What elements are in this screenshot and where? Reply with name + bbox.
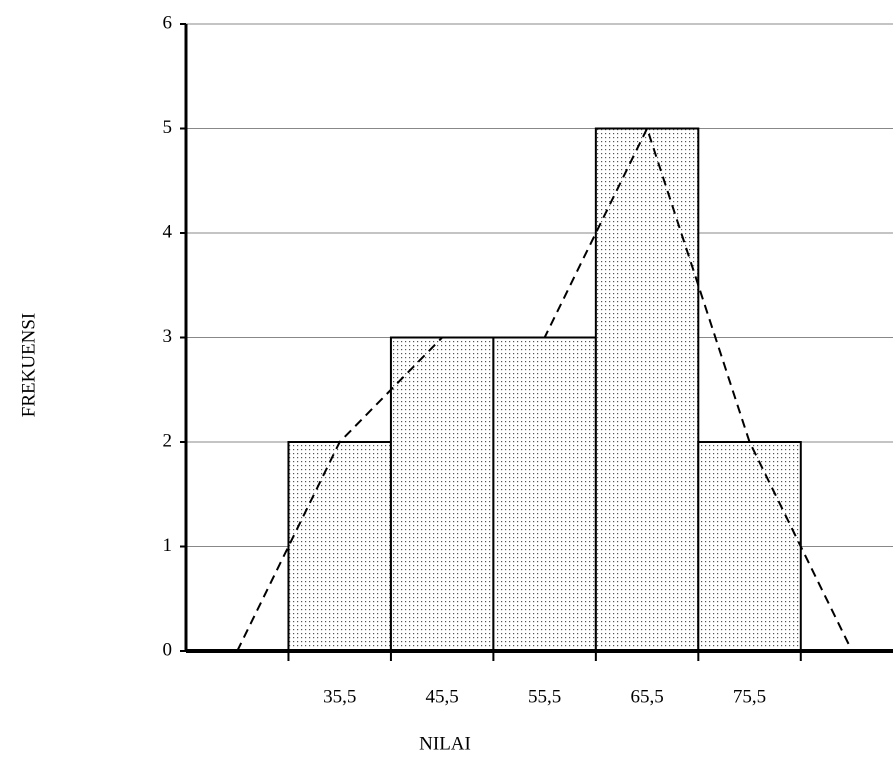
frequency-polygon xyxy=(236,125,853,652)
y-tick-label: 3 xyxy=(163,326,173,347)
x-tick-label: 35,5 xyxy=(323,686,356,707)
x-tick-label: 55,5 xyxy=(528,686,561,707)
y-tick-label: 2 xyxy=(163,430,173,451)
x-tick-label: 45,5 xyxy=(426,686,459,707)
y-axis-title: FREKUENSI xyxy=(18,313,39,418)
x-axis-title: NILAI xyxy=(419,733,471,754)
bar xyxy=(594,127,700,652)
y-tick-label: 5 xyxy=(163,117,173,138)
bar xyxy=(697,441,802,652)
y-tick-label: 0 xyxy=(163,639,173,660)
x-tick-label: 65,5 xyxy=(630,686,663,707)
y-tick-label: 6 xyxy=(163,12,173,33)
y-tick-label: 1 xyxy=(163,535,173,556)
bar xyxy=(389,336,495,652)
bar xyxy=(287,441,392,652)
bar xyxy=(492,336,597,652)
y-tick-label: 4 xyxy=(163,221,173,242)
x-tick-label: 75,5 xyxy=(733,686,766,707)
